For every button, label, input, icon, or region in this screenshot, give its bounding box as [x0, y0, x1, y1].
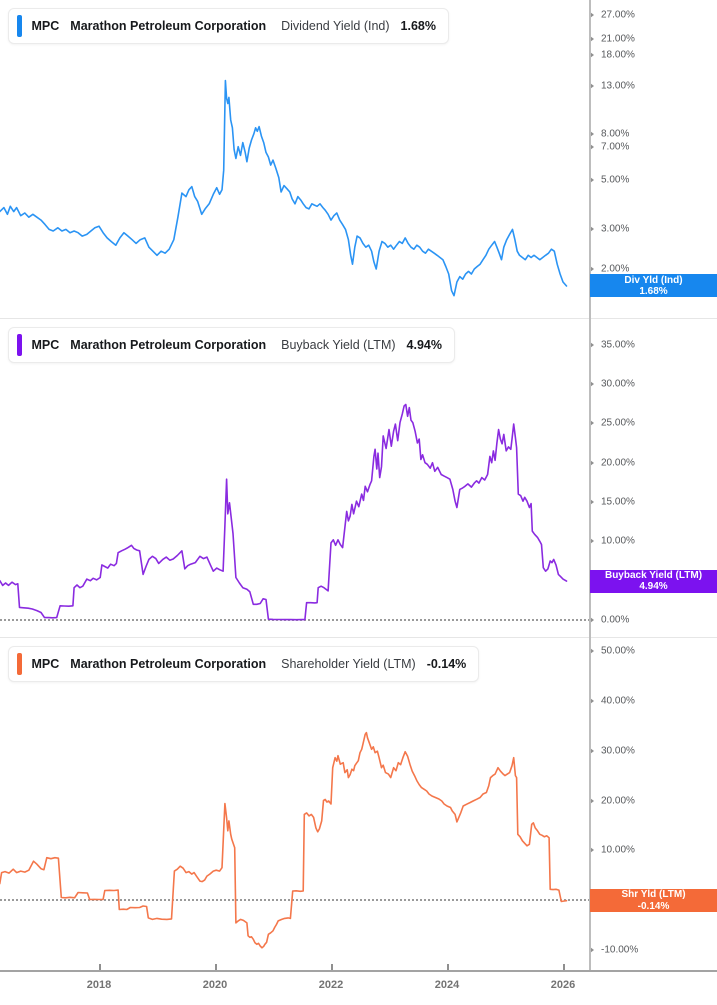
company-name: Marathon Petroleum Corporation — [70, 19, 267, 33]
x-tick-label: 2018 — [86, 979, 112, 991]
y-tick-label: 25.00% — [601, 417, 635, 429]
x-tick-mark — [215, 964, 217, 970]
y-tick-label: 30.00% — [601, 378, 635, 390]
y-tick-arrow-icon — [590, 797, 594, 804]
y-tick-arrow-icon — [590, 143, 594, 150]
y-tick-arrow-icon — [590, 11, 594, 18]
y-tick-label: 20.00% — [601, 795, 635, 806]
y-tick-arrow-icon — [590, 698, 594, 704]
panel-shareholder-yield: MPC Marathon Petroleum Corporation Share… — [0, 637, 717, 970]
x-axis: 2018 2020 2022 2024 2026 — [0, 964, 717, 1005]
y-tick-arrow-icon — [590, 617, 594, 623]
y-tick-label: 10.00% — [601, 844, 635, 856]
chart-legend-chip-dividend[interactable]: MPC Marathon Petroleum Corporation Divid… — [8, 8, 449, 44]
x-tick-label: 2022 — [318, 979, 344, 991]
x-tick-label: 2026 — [550, 979, 576, 991]
y-tick-label: 5.00% — [601, 174, 630, 186]
shareholder-yield-line-chart[interactable] — [0, 638, 590, 971]
metric-name: Dividend Yield (Ind) — [281, 19, 390, 33]
y-tick-label: 10.00% — [601, 535, 635, 547]
y-tick-label: 18.00% — [601, 49, 635, 61]
y-tick-arrow-icon — [590, 226, 594, 233]
badge-label: Buyback Yield (LTM) — [604, 569, 703, 581]
metric-value: 4.94% — [406, 338, 442, 352]
ticker: MPC — [31, 338, 60, 352]
y-tick-arrow-icon — [590, 265, 594, 272]
y-tick-label: 40.00% — [601, 695, 635, 707]
y-tick-label: -10.00% — [601, 944, 639, 956]
chart-legend-chip-buyback[interactable]: MPC Marathon Petroleum Corporation Buyba… — [8, 327, 455, 363]
buyback-yield-line-chart[interactable] — [0, 319, 590, 638]
y-tick-label: 7.00% — [601, 141, 630, 153]
y-tick-label: 35.00% — [601, 339, 635, 351]
y-tick-arrow-icon — [590, 130, 594, 137]
chart-legend-chip-shareholder[interactable]: MPC Marathon Petroleum Corporation Share… — [8, 646, 480, 682]
badge-label: Div Yld (Ind) — [624, 274, 683, 286]
company-name: Marathon Petroleum Corporation — [70, 657, 267, 671]
panel-buyback-yield: MPC Marathon Petroleum Corporation Buyba… — [0, 318, 717, 637]
panel-dividend-yield: MPC Marathon Petroleum Corporation Divid… — [0, 0, 717, 318]
x-tick-label: 2024 — [434, 979, 460, 991]
x-tick-mark — [331, 964, 333, 970]
zero-dotted-line — [0, 899, 590, 901]
badge-value: 1.68% — [639, 285, 668, 297]
y-tick-arrow-icon — [590, 499, 594, 505]
y-tick-label: 50.00% — [601, 645, 635, 657]
y-tick-arrow-icon — [590, 747, 594, 754]
dividend-yield-line-chart[interactable] — [0, 0, 590, 318]
y-tick-arrow-icon — [590, 420, 594, 427]
metric-name: Buyback Yield (LTM) — [281, 338, 396, 352]
y-tick-arrow-icon — [590, 648, 594, 655]
badge-value: 4.94% — [639, 581, 668, 593]
x-tick-label: 2020 — [202, 979, 228, 991]
x-tick-mark — [563, 964, 565, 970]
last-value-badge-buyback: Buyback Yield (LTM) 4.94% — [590, 569, 717, 593]
y-tick-label: 15.00% — [601, 496, 635, 508]
metric-value: 1.68% — [400, 19, 436, 33]
x-tick-mark — [99, 964, 101, 970]
ticker: MPC — [31, 19, 60, 33]
y-tick-label: 20.00% — [601, 457, 635, 469]
y-tick-arrow-icon — [590, 381, 594, 388]
y-tick-arrow-icon — [590, 946, 594, 953]
y-tick-arrow-icon — [590, 538, 594, 545]
last-value-badge-dividend: Div Yld (Ind) 1.68% — [590, 274, 717, 298]
y-axis-line — [589, 0, 591, 970]
company-name: Marathon Petroleum Corporation — [70, 338, 267, 352]
y-tick-label: 8.00% — [601, 128, 630, 140]
y-tick-label: 13.00% — [601, 80, 635, 92]
badge-value: -0.14% — [637, 900, 670, 912]
y-tick-label: 0.00% — [601, 614, 630, 626]
y-tick-arrow-icon — [590, 341, 594, 348]
y-tick-label: 21.00% — [601, 33, 635, 45]
x-tick-mark — [447, 964, 449, 970]
series-color-bar — [17, 334, 22, 356]
y-tick-label: 2.00% — [601, 263, 630, 275]
y-tick-label: 27.00% — [601, 9, 635, 21]
y-tick-arrow-icon — [590, 176, 594, 183]
y-tick-arrow-icon — [590, 36, 594, 43]
last-value-badge-shareholder: Shr Yld (LTM) -0.14% — [590, 889, 717, 913]
series-color-bar — [17, 15, 22, 37]
y-tick-arrow-icon — [590, 83, 594, 90]
y-tick-label: 3.00% — [601, 223, 630, 235]
metric-value: -0.14% — [426, 657, 467, 671]
metric-name: Shareholder Yield (LTM) — [281, 657, 416, 671]
y-tick-arrow-icon — [590, 847, 594, 854]
badge-label: Shr Yld (LTM) — [621, 889, 686, 901]
y-tick-arrow-icon — [590, 459, 594, 466]
ticker: MPC — [31, 657, 60, 671]
y-tick-label: 30.00% — [601, 745, 635, 757]
y-tick-arrow-icon — [590, 51, 594, 58]
series-color-bar — [17, 653, 22, 675]
